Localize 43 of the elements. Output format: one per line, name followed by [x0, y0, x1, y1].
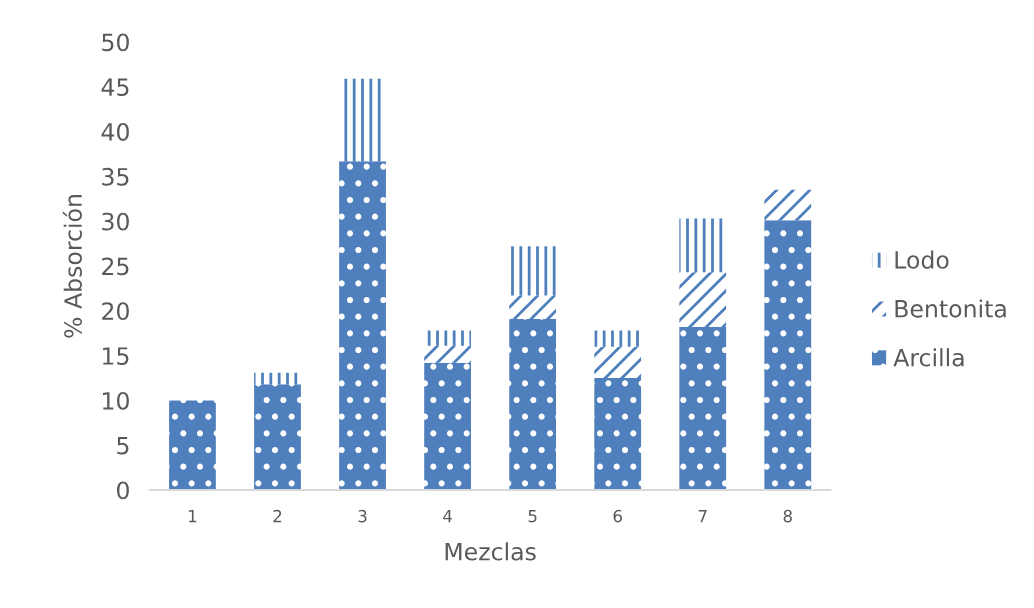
y-tick-label: 45 — [101, 78, 129, 97]
legend-label: Arcilla — [893, 348, 964, 367]
y-axis-title: % Absorción — [62, 195, 82, 338]
bar — [509, 246, 557, 296]
x-tick-label: 4 — [443, 510, 452, 523]
bar — [679, 326, 727, 491]
bar — [424, 362, 471, 491]
bar — [594, 378, 642, 491]
x-tick-label: 1 — [188, 510, 197, 523]
x-tick-label: 2 — [273, 509, 282, 523]
y-tick-label: 5 — [117, 436, 129, 455]
bar — [424, 330, 471, 346]
y-tick-label: 35 — [102, 167, 129, 186]
bar — [509, 295, 557, 319]
bar — [764, 220, 812, 491]
bar — [509, 318, 557, 491]
legend-label: Lodo — [895, 250, 949, 269]
bar — [339, 78, 386, 162]
y-tick-label: 30 — [102, 212, 129, 231]
bar — [254, 372, 301, 385]
y-tick-label: 20 — [102, 302, 129, 321]
legend-label: Bentonita — [895, 299, 1006, 318]
bar — [764, 189, 812, 221]
bar — [679, 272, 727, 327]
bar — [424, 345, 471, 363]
bar — [594, 330, 642, 347]
x-axis-title: Mezclas — [445, 542, 536, 561]
y-tick-label: 10 — [103, 391, 129, 410]
y-tick-label: 50 — [102, 33, 129, 52]
x-tick-label: 3 — [358, 509, 367, 523]
x-tick-label: 8 — [783, 509, 792, 523]
y-tick-label: 15 — [103, 347, 129, 365]
x-tick-label: 7 — [698, 510, 707, 523]
y-tick-label: 40 — [101, 123, 129, 141]
x-tick-label: 5 — [528, 510, 537, 523]
x-tick-label: 6 — [613, 509, 622, 523]
bar — [594, 346, 642, 379]
bar — [254, 384, 301, 491]
bar — [169, 400, 216, 491]
bar — [679, 218, 727, 273]
y-tick-label: 0 — [117, 481, 129, 500]
y-tick-label: 25 — [102, 257, 129, 276]
bar — [339, 161, 386, 491]
